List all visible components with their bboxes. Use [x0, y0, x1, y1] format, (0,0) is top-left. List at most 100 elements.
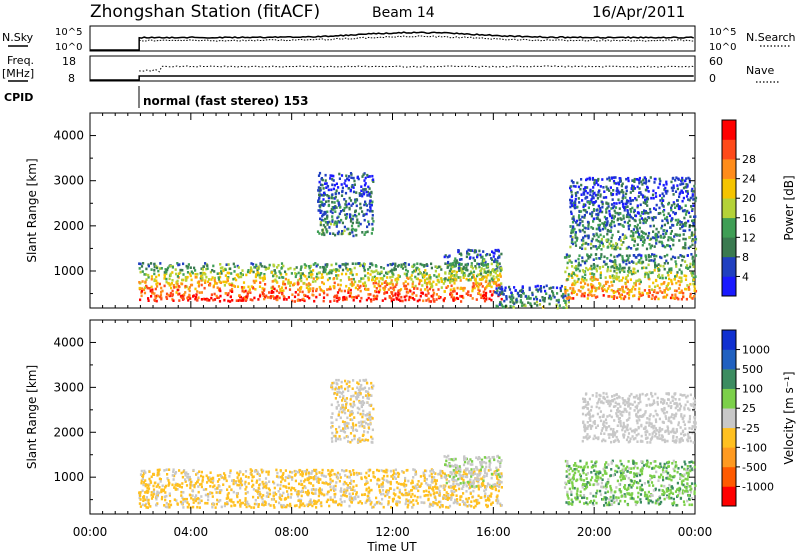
data-cell — [351, 217, 354, 221]
data-cell — [601, 222, 604, 225]
data-cell — [650, 237, 653, 241]
data-cell — [592, 267, 596, 270]
data-cell — [481, 277, 484, 281]
data-cell — [242, 473, 245, 476]
data-cell — [462, 272, 465, 275]
data-cell — [375, 287, 378, 290]
data-cell — [196, 272, 199, 276]
data-cell — [670, 257, 673, 261]
data-cell — [500, 266, 503, 270]
data-cell — [443, 290, 446, 293]
data-cell — [480, 296, 483, 299]
data-cell — [647, 294, 650, 298]
data-cell — [640, 294, 643, 297]
data-cell — [303, 281, 306, 285]
data-cell — [629, 191, 632, 194]
data-cell — [633, 240, 636, 243]
data-cell — [603, 284, 606, 287]
data-cell — [685, 195, 689, 198]
data-cell — [339, 498, 342, 501]
data-cell — [620, 218, 623, 221]
data-cell — [453, 289, 456, 293]
data-cell — [315, 506, 318, 509]
data-cell — [367, 185, 370, 189]
data-cell — [212, 285, 215, 289]
data-cell — [600, 248, 603, 251]
data-cell — [674, 211, 677, 215]
data-cell — [185, 497, 188, 501]
data-cell — [366, 173, 369, 177]
data-cell — [571, 265, 574, 268]
data-cell — [499, 286, 502, 289]
data-cell — [411, 479, 414, 483]
data-cell — [629, 269, 632, 273]
data-cell — [248, 504, 251, 508]
data-cell — [252, 475, 255, 478]
data-cell — [497, 489, 500, 493]
data-cell — [200, 275, 203, 278]
data-cell — [617, 181, 620, 185]
data-cell — [676, 184, 679, 187]
data-cell — [326, 492, 329, 496]
data-cell — [476, 274, 479, 278]
data-cell — [612, 280, 615, 283]
data-cell — [321, 214, 324, 218]
data-cell — [586, 234, 589, 238]
data-cell — [655, 254, 658, 258]
data-cell — [635, 198, 638, 202]
data-cell — [692, 239, 695, 243]
data-cell — [677, 178, 680, 181]
data-cell — [331, 193, 334, 196]
data-cell — [565, 303, 568, 306]
data-cell — [567, 255, 570, 258]
data-cell — [423, 264, 426, 268]
data-cell — [648, 179, 651, 183]
data-cell — [304, 491, 307, 494]
data-cell — [151, 292, 154, 295]
data-cell — [631, 206, 634, 210]
data-cell — [611, 233, 614, 237]
data-cell — [692, 219, 695, 222]
data-cell — [326, 210, 329, 214]
data-cell — [645, 211, 648, 215]
data-cell — [195, 497, 198, 501]
data-cell — [625, 177, 628, 181]
data-cell — [187, 476, 190, 479]
data-cell — [405, 483, 408, 487]
data-cell — [564, 301, 567, 304]
data-cell — [472, 489, 475, 493]
data-cell — [630, 199, 633, 202]
data-cell — [255, 502, 258, 506]
data-cell — [520, 289, 523, 292]
data-cell — [665, 182, 668, 186]
data-cell — [377, 500, 380, 504]
data-cell — [405, 274, 408, 277]
data-cell — [185, 285, 188, 288]
data-cell — [325, 263, 328, 266]
data-cell — [139, 473, 143, 476]
data-cell — [607, 265, 610, 269]
data-cell — [648, 288, 651, 292]
data-cell — [538, 303, 542, 306]
data-cell — [477, 486, 480, 490]
data-cell — [477, 285, 480, 289]
data-cell — [256, 490, 260, 493]
data-cell — [232, 277, 235, 281]
data-cell — [195, 473, 198, 476]
data-cell — [352, 498, 355, 502]
data-cell — [471, 495, 474, 499]
data-cell — [268, 291, 271, 294]
data-cell — [372, 475, 375, 478]
data-cell — [535, 288, 538, 291]
data-cell — [691, 207, 694, 211]
data-cell — [646, 236, 649, 240]
data-cell — [604, 276, 607, 279]
data-cell — [364, 414, 367, 417]
data-cell — [141, 280, 144, 283]
data-cell — [665, 285, 668, 288]
data-cell — [384, 280, 387, 283]
data-cell — [549, 295, 552, 298]
data-cell — [432, 492, 435, 496]
nsky-panel — [89, 25, 696, 52]
data-cell — [683, 216, 686, 220]
